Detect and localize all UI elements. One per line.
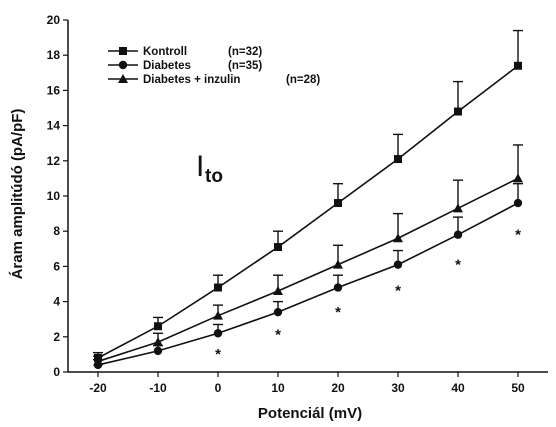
significance-star: * <box>515 226 521 243</box>
data-point <box>333 283 343 292</box>
data-point <box>273 307 283 317</box>
data-point <box>93 356 103 366</box>
legend-item-square: Kontroll (n=32) <box>108 46 262 58</box>
y-tick-label: 10 <box>47 189 61 203</box>
legend-item-triangle: Diabetes + inzulin (n=28) <box>108 74 320 86</box>
y-tick-label: 20 <box>47 13 61 27</box>
legend-label: Diabetes <box>143 60 191 72</box>
legend-label: Diabetes + inzulin <box>143 74 240 86</box>
data-point <box>453 230 463 239</box>
legend-n: (n=32) <box>228 46 262 58</box>
legend-n: (n=35) <box>228 60 262 72</box>
series-line <box>97 202 519 366</box>
series-line <box>97 177 519 363</box>
significance-star: * <box>455 256 461 273</box>
x-tick-label: 40 <box>451 381 465 395</box>
y-tick-label: 12 <box>47 154 61 168</box>
data-point <box>513 173 523 183</box>
y-tick-label: 8 <box>53 224 60 238</box>
data-point <box>213 310 223 320</box>
x-tick-label: 20 <box>331 381 345 395</box>
x-tick-label: 10 <box>271 381 285 395</box>
legend-item-circle: Diabetes (n=35) <box>108 60 262 72</box>
series-line <box>97 65 519 359</box>
legend-marker <box>119 47 127 55</box>
data-point <box>213 329 223 338</box>
data-point <box>214 283 222 292</box>
y-tick-label: 0 <box>53 365 60 379</box>
significance-markers: * * * * * * <box>215 226 521 363</box>
y-tick-label: 6 <box>53 259 60 273</box>
legend-label: Kontroll <box>143 46 187 58</box>
x-tick-label: -20 <box>89 381 107 395</box>
axes: 0 2 4 6 8 10 12 14 16 18 20 -20 -10 0 10 20 30 40 50 <box>47 13 548 395</box>
x-tick-label: 0 <box>215 381 222 395</box>
y-tick-label: 14 <box>47 119 61 133</box>
data-point <box>394 155 402 164</box>
data-point <box>273 286 283 296</box>
x-tick-label: 50 <box>511 381 525 395</box>
legend-marker <box>118 74 128 83</box>
data-point <box>393 233 403 243</box>
legend-n: (n=28) <box>286 74 320 86</box>
x-tick-label: -10 <box>149 381 167 395</box>
data-point <box>513 198 523 208</box>
series-layer <box>93 29 523 370</box>
series-square <box>93 29 523 362</box>
y-tick-label: 2 <box>53 330 60 344</box>
significance-star: * <box>275 327 281 344</box>
y-tick-label: 18 <box>47 48 61 62</box>
significance-star: * <box>395 283 401 300</box>
data-point <box>393 260 403 269</box>
y-tick-label: 16 <box>47 83 61 97</box>
data-point <box>153 337 163 347</box>
data-point <box>154 322 162 331</box>
data-point <box>153 346 163 356</box>
data-point <box>334 199 342 208</box>
ito-annotation-main: I <box>196 150 204 183</box>
ito-annotation-subscript: to <box>205 166 223 187</box>
data-point <box>274 243 282 252</box>
data-point <box>333 259 343 269</box>
y-tick-label: 4 <box>53 295 60 309</box>
data-point <box>453 203 463 213</box>
legend-marker <box>118 60 128 70</box>
significance-star: * <box>215 346 221 363</box>
y-axis-label: Áram amplitúdó (pA/pF) <box>9 109 26 280</box>
legend: Kontroll (n=32) Diabetes (n=35) Diabetes + i… <box>108 46 320 86</box>
data-point <box>454 107 462 116</box>
series-triangle <box>93 144 523 366</box>
significance-star: * <box>335 304 341 321</box>
x-axis-label: Potenciál (mV) <box>258 405 362 422</box>
x-tick-label: 30 <box>391 381 405 395</box>
data-point <box>514 61 522 70</box>
ito-annotation: I to <box>196 150 223 187</box>
